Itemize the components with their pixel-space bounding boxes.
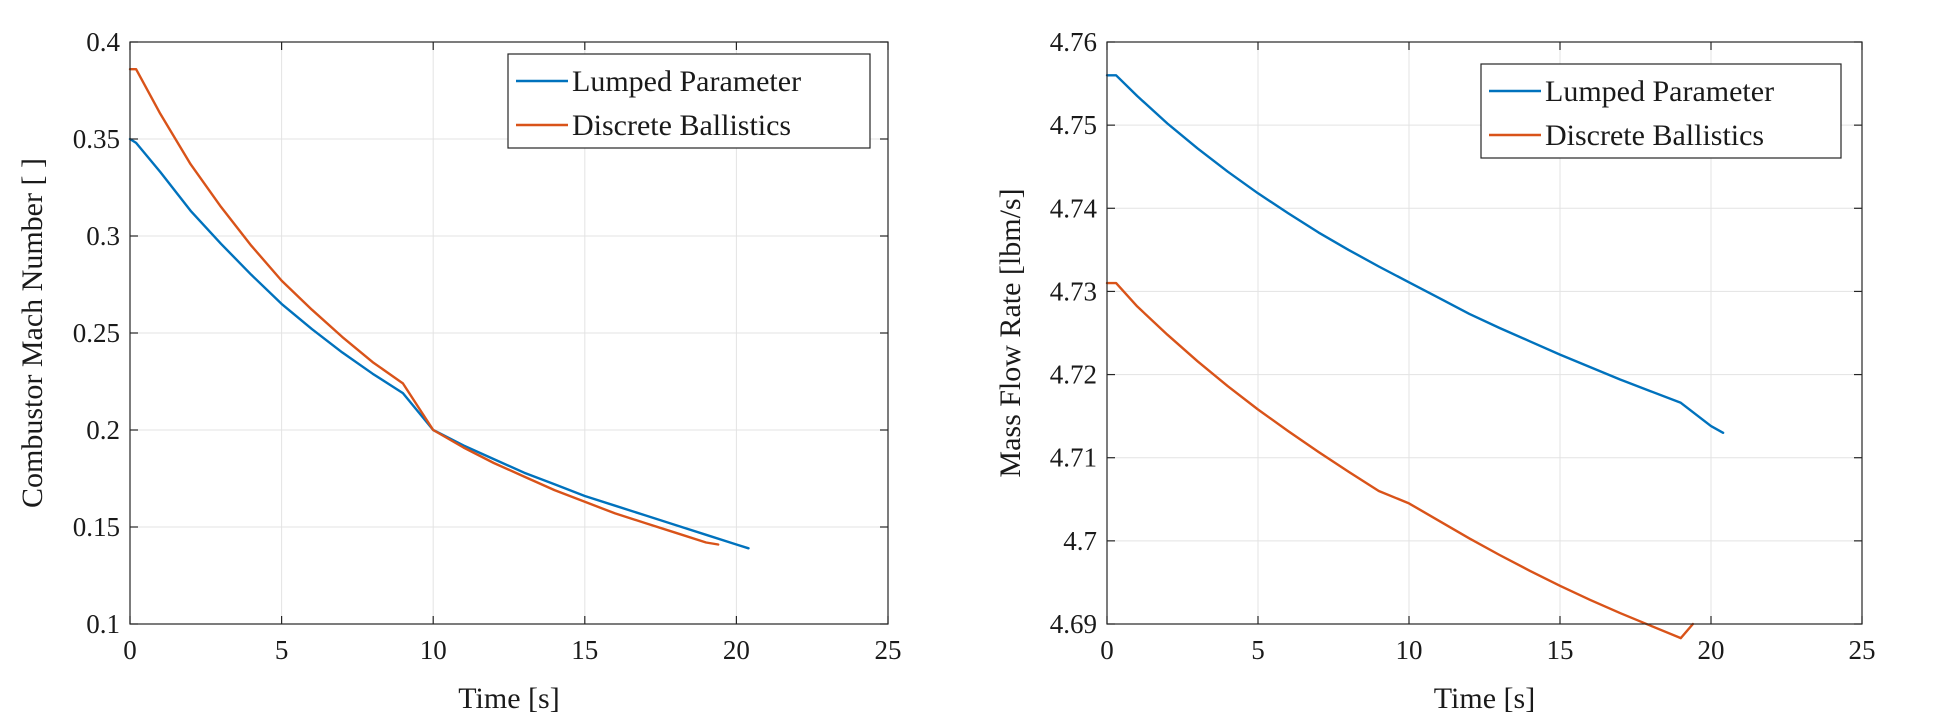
legend-label-discrete-ballistics: Discrete Ballistics (572, 109, 791, 142)
y-tick-label: 0.3 (86, 221, 120, 251)
y-tick-label: 4.7 (1063, 526, 1097, 556)
x-tick-label: 15 (571, 635, 598, 665)
y-axis-label: Combustor Mach Number [ ] (16, 158, 49, 508)
x-tick-label: 5 (1251, 635, 1265, 665)
x-tick-label: 25 (1849, 635, 1876, 665)
x-tick-label: 0 (1100, 635, 1114, 665)
y-axis: 0.1 0.15 0.2 0.25 0.3 0.35 0.4 (73, 27, 888, 639)
y-tick-label: 4.76 (1050, 27, 1097, 57)
y-tick-label: 0.25 (73, 318, 120, 348)
axes-frame (1106, 41, 1863, 625)
y-tick-label: 4.69 (1050, 609, 1097, 639)
x-tick-label: 5 (275, 635, 289, 665)
x-tick-label: 20 (723, 635, 750, 665)
x-tick-label: 10 (420, 635, 447, 665)
x-axis-label: Time [s] (1434, 682, 1535, 712)
legend: Lumped Parameter Discrete Ballistics (507, 53, 871, 149)
legend-box (507, 53, 871, 149)
y-axis: 4.69 4.7 4.71 4.72 4.73 4.74 4.75 4.76 (1050, 27, 1862, 639)
series-group (1105, 74, 1725, 640)
y-tick-label: 0.4 (86, 27, 120, 57)
legend-label-lumped-parameter: Lumped Parameter (572, 65, 801, 98)
series-line-discrete-ballistics (128, 67, 720, 546)
series-group (128, 67, 750, 550)
y-tick-label: 0.35 (73, 124, 120, 154)
x-tick-label: 15 (1547, 635, 1574, 665)
chart-mass-flow-rate: 0 5 10 15 20 25 4.69 4.7 4.71 4.72 4.73 4.74 4.75 4.7… (994, 27, 1876, 712)
legend-label-discrete-ballistics: Discrete Ballistics (1545, 119, 1764, 152)
y-tick-label: 0.15 (73, 512, 120, 542)
chart-mach-number: 0 5 10 15 20 25 0.1 0.15 0.2 0.25 0.3 0.35 0.4 Time [… (16, 27, 902, 712)
y-tick-label: 4.71 (1050, 443, 1097, 473)
legend: Lumped Parameter Discrete Ballistics (1480, 63, 1842, 159)
x-tick-label: 10 (1396, 635, 1423, 665)
x-tick-label: 20 (1698, 635, 1725, 665)
x-tick-label: 25 (875, 635, 902, 665)
legend-box (1480, 63, 1842, 159)
y-tick-label: 4.72 (1050, 360, 1097, 390)
y-tick-label: 4.75 (1050, 110, 1097, 140)
x-axis: 0 5 10 15 20 25 (1100, 42, 1876, 665)
x-axis-label: Time [s] (458, 682, 559, 712)
y-tick-label: 0.2 (86, 415, 120, 445)
grid (129, 41, 889, 625)
y-tick-label: 0.1 (86, 609, 120, 639)
series-line-discrete-ballistics (1105, 281, 1695, 640)
y-tick-label: 4.74 (1050, 193, 1098, 223)
x-tick-label: 0 (123, 635, 137, 665)
x-axis: 0 5 10 15 20 25 (123, 42, 902, 665)
y-axis-label: Mass Flow Rate [lbm/s] (994, 188, 1027, 477)
series-line-lumped-parameter (1105, 74, 1725, 434)
y-tick-label: 4.73 (1050, 276, 1097, 306)
legend-label-lumped-parameter: Lumped Parameter (1545, 75, 1774, 108)
